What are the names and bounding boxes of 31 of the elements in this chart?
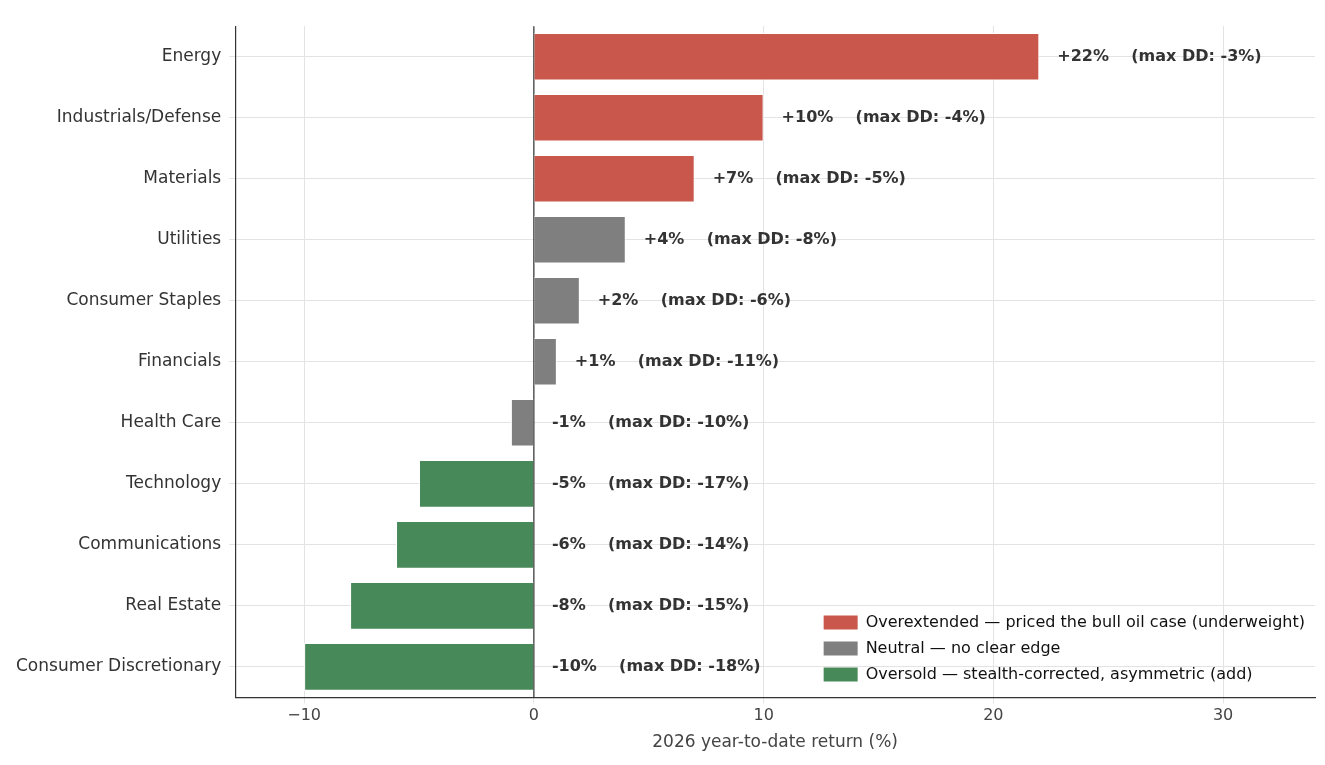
y-tick-label: Health Care: [120, 411, 222, 432]
x-tick-label: 20: [983, 705, 1004, 725]
x-tick-label: −10: [287, 705, 322, 725]
x-tick-label: 10: [753, 705, 774, 725]
data-label: -6% (max DD: -14%): [551, 534, 750, 554]
y-tick-label: Communications: [78, 533, 222, 554]
data-label: -5% (max DD: -17%): [551, 472, 750, 492]
data-label: +2% (max DD: -6%): [597, 289, 791, 309]
data-label: +22% (max DD: -3%): [1057, 45, 1262, 65]
x-tick-label: 30: [1212, 705, 1234, 725]
y-tick-label: Financials: [137, 350, 222, 371]
y-tick-label: Technology: [124, 472, 222, 493]
legend-label: Overextended — priced the bull oil case (underweight): [865, 611, 1306, 631]
data-label: +10% (max DD: -4%): [781, 106, 986, 126]
y-tick-label: Real Estate: [125, 594, 222, 615]
y-tick-label: Industrials/Defense: [56, 106, 222, 127]
x-axis-title: 2026 year-to-date return (%): [652, 731, 898, 752]
data-label: -10% (max DD: -18%): [551, 656, 761, 676]
data-label: -1% (max DD: -10%): [551, 411, 750, 431]
legend-label: Oversold — stealth-corrected, asymmetric (add): [865, 663, 1253, 683]
data-label: +1% (max DD: -11%): [574, 350, 780, 370]
y-tick-label: Energy: [161, 45, 222, 66]
data-label: +7% (max DD: -5%): [712, 167, 906, 187]
legend-label: Neutral — no clear edge: [865, 637, 1061, 657]
data-label: -8% (max DD: -15%): [551, 595, 750, 615]
x-tick-label: 0: [528, 705, 539, 725]
y-tick-label: Materials: [143, 167, 222, 188]
y-tick-label: Consumer Discretionary: [15, 655, 222, 676]
data-label: +4% (max DD: -8%): [643, 228, 837, 248]
y-tick-label: Consumer Staples: [66, 289, 222, 310]
y-tick-label: Utilities: [157, 228, 222, 249]
